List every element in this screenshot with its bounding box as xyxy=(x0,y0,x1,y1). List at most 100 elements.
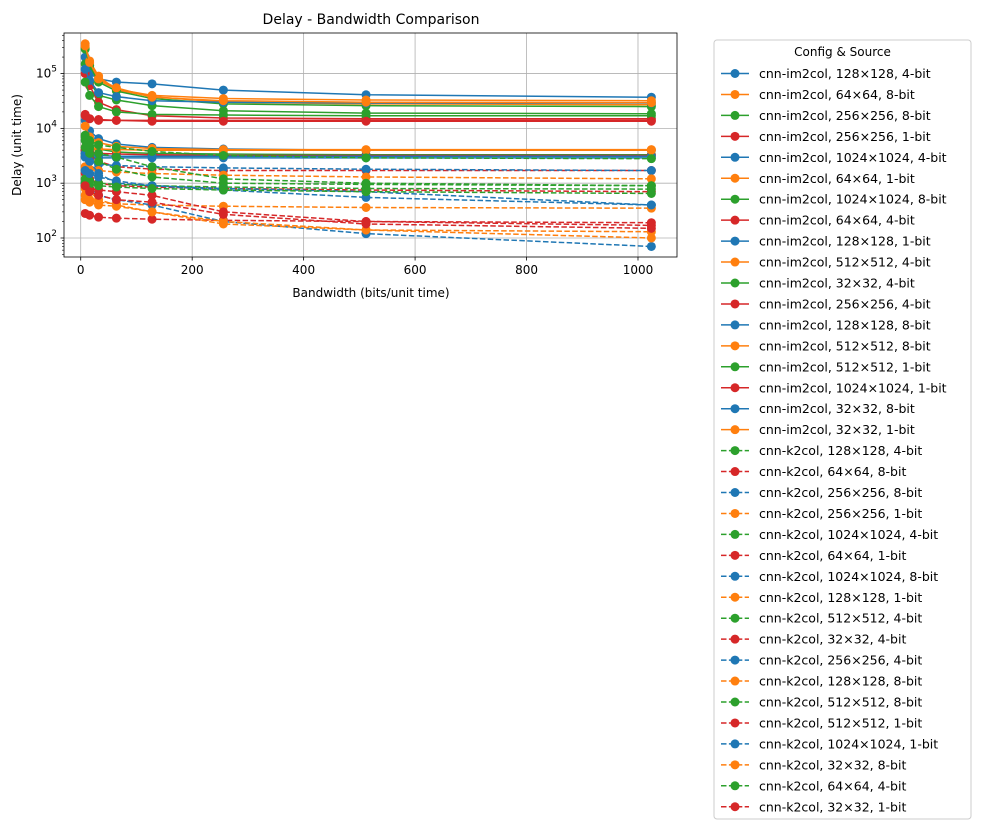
legend-label: cnn-im2col, 128×128, 4-bit xyxy=(759,66,931,81)
data-point xyxy=(361,116,371,126)
legend-item: cnn-im2col, 32×32, 1-bit xyxy=(721,422,915,437)
y-tick-label: 105 xyxy=(36,65,57,81)
legend-marker xyxy=(730,425,740,435)
data-point xyxy=(147,197,157,207)
data-point xyxy=(218,151,228,161)
series-15 xyxy=(80,77,656,121)
legend-item: cnn-k2col, 64×64, 4-bit xyxy=(721,778,906,793)
data-point xyxy=(218,96,228,106)
data-point xyxy=(646,188,656,198)
legend-item: cnn-k2col, 32×32, 8-bit xyxy=(721,757,906,772)
data-point xyxy=(111,195,121,205)
x-tick-label: 0 xyxy=(77,263,85,277)
data-point xyxy=(147,116,157,126)
legend-item: cnn-im2col, 256×256, 4-bit xyxy=(721,296,931,311)
data-point xyxy=(94,115,104,125)
legend-label: cnn-k2col, 32×32, 4-bit xyxy=(759,632,906,647)
legend-label: cnn-k2col, 64×64, 8-bit xyxy=(759,464,906,479)
grid-lines xyxy=(64,33,677,257)
legend-marker xyxy=(730,550,740,560)
legend-marker xyxy=(730,194,740,204)
y-tick-label: 104 xyxy=(36,119,57,135)
legend-marker xyxy=(730,278,740,288)
legend-title: Config & Source xyxy=(794,45,891,59)
legend-marker xyxy=(730,718,740,728)
legend-marker xyxy=(730,802,740,812)
legend-label: cnn-k2col, 256×256, 4-bit xyxy=(759,653,922,668)
legend-label: cnn-im2col, 128×128, 8-bit xyxy=(759,317,931,332)
legend-item: cnn-im2col, 64×64, 4-bit xyxy=(721,213,915,228)
legend-item: cnn-k2col, 128×128, 4-bit xyxy=(721,443,922,458)
data-point xyxy=(147,190,157,200)
data-point xyxy=(80,41,90,51)
legend-marker xyxy=(730,613,740,623)
data-point xyxy=(94,190,104,200)
legend-marker xyxy=(730,152,740,162)
data-point xyxy=(646,181,656,191)
legend-label: cnn-im2col, 64×64, 1-bit xyxy=(759,171,915,186)
legend-marker xyxy=(730,173,740,183)
legend-item: cnn-im2col, 512×512, 8-bit xyxy=(721,338,931,353)
legend-label: cnn-k2col, 128×128, 8-bit xyxy=(759,674,922,689)
data-point xyxy=(147,162,157,172)
data-point xyxy=(218,116,228,126)
legend-label: cnn-im2col, 512×512, 1-bit xyxy=(759,359,931,374)
data-point xyxy=(646,166,656,176)
legend-label: cnn-im2col, 1024×1024, 8-bit xyxy=(759,192,947,207)
legend-marker xyxy=(730,634,740,644)
data-point xyxy=(94,200,104,210)
legend-label: cnn-k2col, 128×128, 4-bit xyxy=(759,443,922,458)
legend-label: cnn-im2col, 32×32, 8-bit xyxy=(759,401,915,416)
series-line xyxy=(84,178,652,190)
series-14 xyxy=(80,41,656,108)
data-point xyxy=(218,209,228,219)
data-point xyxy=(147,183,157,193)
legend-label: cnn-im2col, 64×64, 4-bit xyxy=(759,213,915,228)
legend-item: cnn-k2col, 128×128, 8-bit xyxy=(721,674,922,689)
data-point xyxy=(218,178,228,188)
data-point xyxy=(646,116,656,126)
data-point xyxy=(361,187,371,197)
legend-label: cnn-k2col, 256×256, 1-bit xyxy=(759,506,922,521)
data-point xyxy=(111,92,121,102)
data-point xyxy=(111,115,121,125)
legend-item: cnn-k2col, 64×64, 8-bit xyxy=(721,464,906,479)
legend-item: cnn-k2col, 1024×1024, 1-bit xyxy=(721,736,938,751)
series-line xyxy=(84,199,652,233)
legend-item: cnn-k2col, 512×512, 1-bit xyxy=(721,715,922,730)
legend-label: cnn-k2col, 128×128, 1-bit xyxy=(759,590,922,605)
legend-label: cnn-k2col, 512×512, 8-bit xyxy=(759,695,922,710)
x-tick-label: 400 xyxy=(292,263,315,277)
data-point xyxy=(85,114,95,124)
legend-marker xyxy=(730,299,740,309)
series-line xyxy=(84,185,652,227)
legend-label: cnn-k2col, 512×512, 4-bit xyxy=(759,611,922,626)
legend-marker xyxy=(730,404,740,414)
series-line xyxy=(84,169,652,206)
legend-item: cnn-im2col, 64×64, 1-bit xyxy=(721,171,915,186)
data-point xyxy=(147,153,157,163)
legend-marker xyxy=(730,529,740,539)
data-point xyxy=(94,148,104,158)
x-tick-label: 600 xyxy=(404,263,427,277)
series-line xyxy=(84,187,652,239)
data-point xyxy=(361,164,371,174)
data-point xyxy=(111,182,121,192)
series-36 xyxy=(80,181,656,233)
data-point xyxy=(111,107,121,117)
data-point xyxy=(85,90,95,100)
legend-label: cnn-im2col, 512×512, 4-bit xyxy=(759,255,931,270)
legend-item: cnn-k2col, 1024×1024, 4-bit xyxy=(721,527,938,542)
data-point xyxy=(111,152,121,162)
legend-item: cnn-k2col, 512×512, 4-bit xyxy=(721,611,922,626)
legend-marker xyxy=(730,257,740,267)
legend-item: cnn-im2col, 128×128, 1-bit xyxy=(721,234,931,249)
legend-label: cnn-im2col, 1024×1024, 1-bit xyxy=(759,380,947,395)
data-point xyxy=(80,77,90,87)
data-point xyxy=(361,219,371,229)
legend-marker xyxy=(730,341,740,351)
legend-marker xyxy=(730,488,740,497)
y-axis-label: Delay (unit time) xyxy=(10,94,24,196)
x-axis: 0 200 400 600 800 1000 xyxy=(77,257,653,277)
data-point xyxy=(147,109,157,119)
